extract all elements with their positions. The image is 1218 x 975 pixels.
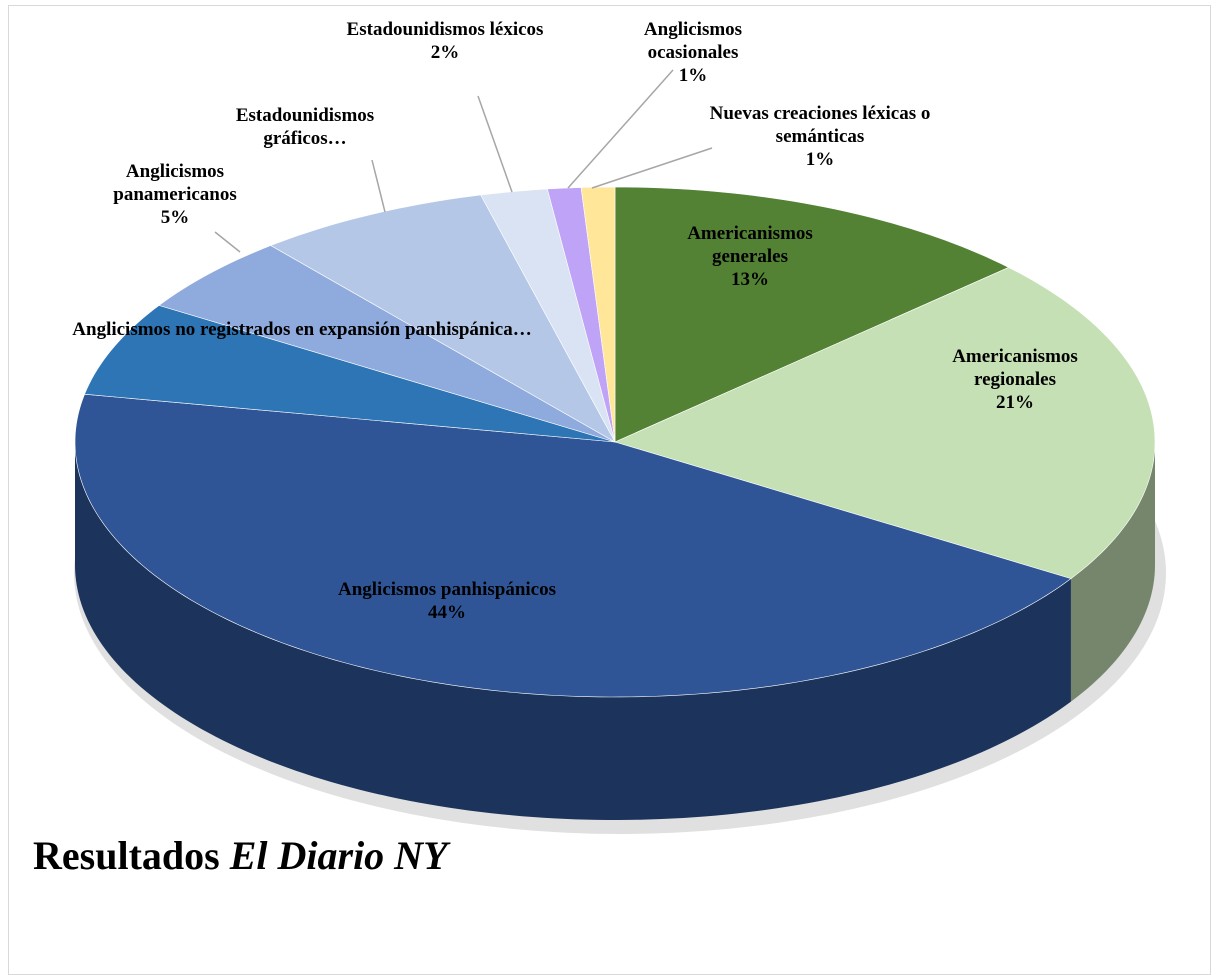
value-label: 44% <box>428 602 466 623</box>
data-label: Anglicismos panhispánicos 44% <box>332 578 562 624</box>
category-label: Americanismos regionales <box>952 346 1078 390</box>
data-label: Estadounidismos léxicos 2% <box>345 18 545 64</box>
category-label: Americanismos generales <box>687 223 813 267</box>
category-label: Anglicismos panamericanos <box>113 161 237 205</box>
slice <box>270 194 616 443</box>
value-label: 5% <box>160 207 190 228</box>
slice-side <box>75 442 1071 820</box>
category-label: Anglicismos panhispánicos <box>337 579 557 600</box>
slice <box>74 393 1072 698</box>
data-label: Anglicismos panamericanos 5% <box>65 160 285 229</box>
data-label: Anglicismos no registrados en expansión … <box>62 318 542 341</box>
chart-title: Resultados El Diario NY <box>33 832 448 879</box>
leader-line <box>567 69 674 189</box>
value-label: 13% <box>731 269 769 290</box>
category-label: Estadounidismos gráficos… <box>235 105 375 149</box>
data-label: Estadounidismos gráficos… <box>230 104 380 150</box>
data-label: Nuevas creaciones léxicas o semánticas 1% <box>700 102 940 171</box>
title-italic: El Diario NY <box>229 833 448 878</box>
data-label: Anglicismos ocasionales 1% <box>603 18 783 87</box>
leader-line <box>371 159 386 213</box>
value-label: 1% <box>805 149 835 170</box>
slice-side <box>1070 442 1155 702</box>
data-label: Americanismos generales 13% <box>650 222 850 291</box>
leader-line <box>591 147 713 189</box>
data-label: Americanismos regionales 21% <box>915 345 1115 414</box>
value-label: 1% <box>678 65 708 86</box>
slice <box>614 186 1010 443</box>
category-label: Anglicismos ocasionales <box>643 19 743 63</box>
slice <box>158 245 616 443</box>
leader-line <box>477 95 513 193</box>
value-label: 2% <box>430 42 460 63</box>
value-label: 21% <box>996 392 1034 413</box>
slice <box>480 188 616 443</box>
slice <box>614 267 1156 579</box>
category-label: Anglicismos no registrados en expansión … <box>72 319 532 340</box>
category-label: Nuevas creaciones léxicas o semánticas <box>709 103 931 147</box>
slice <box>580 186 616 443</box>
slice <box>84 305 616 443</box>
title-text: Resultados <box>33 833 220 878</box>
leader-line <box>214 231 241 253</box>
category-label: Estadounidismos léxicos <box>346 19 544 40</box>
